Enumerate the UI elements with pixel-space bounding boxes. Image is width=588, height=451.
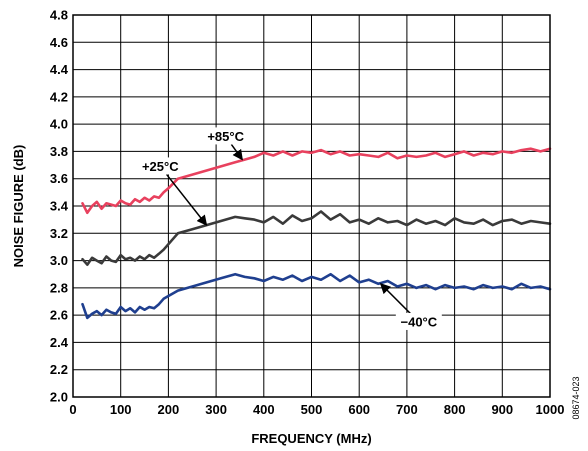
x-tick-label: 300 [205,402,227,417]
series-line-2 [81,272,552,320]
y-tick-label: 4.8 [50,8,68,23]
series-line-1 [81,210,552,267]
x-tick-label: 0 [69,402,76,417]
y-tick-label: 2.8 [50,280,68,295]
y-tick-label: 3.2 [50,226,68,241]
y-tick-label: 3.8 [50,144,68,159]
y-tick-labels: 2.0 2.2 2.4 2.6 2.8 3.0 3.2 3.4 3.6 3.8 4.0 4.2 4.4 4… [50,8,69,405]
figure-id: 08674-023 [571,376,581,419]
annotations: +85°C +25°C −40°C [137,127,442,330]
annotation-label: −40°C [401,314,438,329]
plot-frame [72,14,551,398]
y-tick-label: 3.6 [50,171,68,186]
annotation-arrow [166,173,208,226]
y-tick-label: 2.0 [50,390,68,405]
x-tick-label: 700 [396,402,418,417]
x-axis-title: FREQUENCY (MHz) [251,431,371,446]
x-tick-label: 200 [158,402,180,417]
y-tick-label: 4.6 [50,35,68,50]
series-line-0 [81,147,552,215]
annotation-arrow [379,283,412,315]
annotation-label: +25°C [142,159,179,174]
y-tick-label: 4.2 [50,89,68,104]
y-tick-label: 2.6 [50,308,68,323]
series-layer [81,147,552,320]
annotation-label-bg [137,157,184,175]
y-tick-label: 2.4 [50,335,69,350]
annotation-label: +85°C [207,129,244,144]
x-tick-label: 100 [110,402,132,417]
x-tick-label: 800 [444,402,466,417]
x-tick-label: 500 [301,402,323,417]
y-tick-label: 4.0 [50,117,68,132]
x-tick-labels: 0 100 200 300 400 500 600 700 800 900 1000 [69,402,564,417]
x-tick-label: 400 [253,402,275,417]
annotation-label-bg [202,127,249,145]
x-tick-label: 600 [348,402,370,417]
y-axis-title: NOISE FIGURE (dB) [11,145,26,268]
y-tick-label: 3.4 [50,199,69,214]
x-tick-label: 1000 [536,402,565,417]
grid-lines [73,15,550,397]
x-tick-label: 900 [491,402,513,417]
annotation-label-bg [395,312,442,330]
y-tick-label: 3.0 [50,253,68,268]
y-tick-label: 4.4 [50,62,69,77]
y-tick-label: 2.2 [50,362,68,377]
annotation-arrow [230,143,243,161]
